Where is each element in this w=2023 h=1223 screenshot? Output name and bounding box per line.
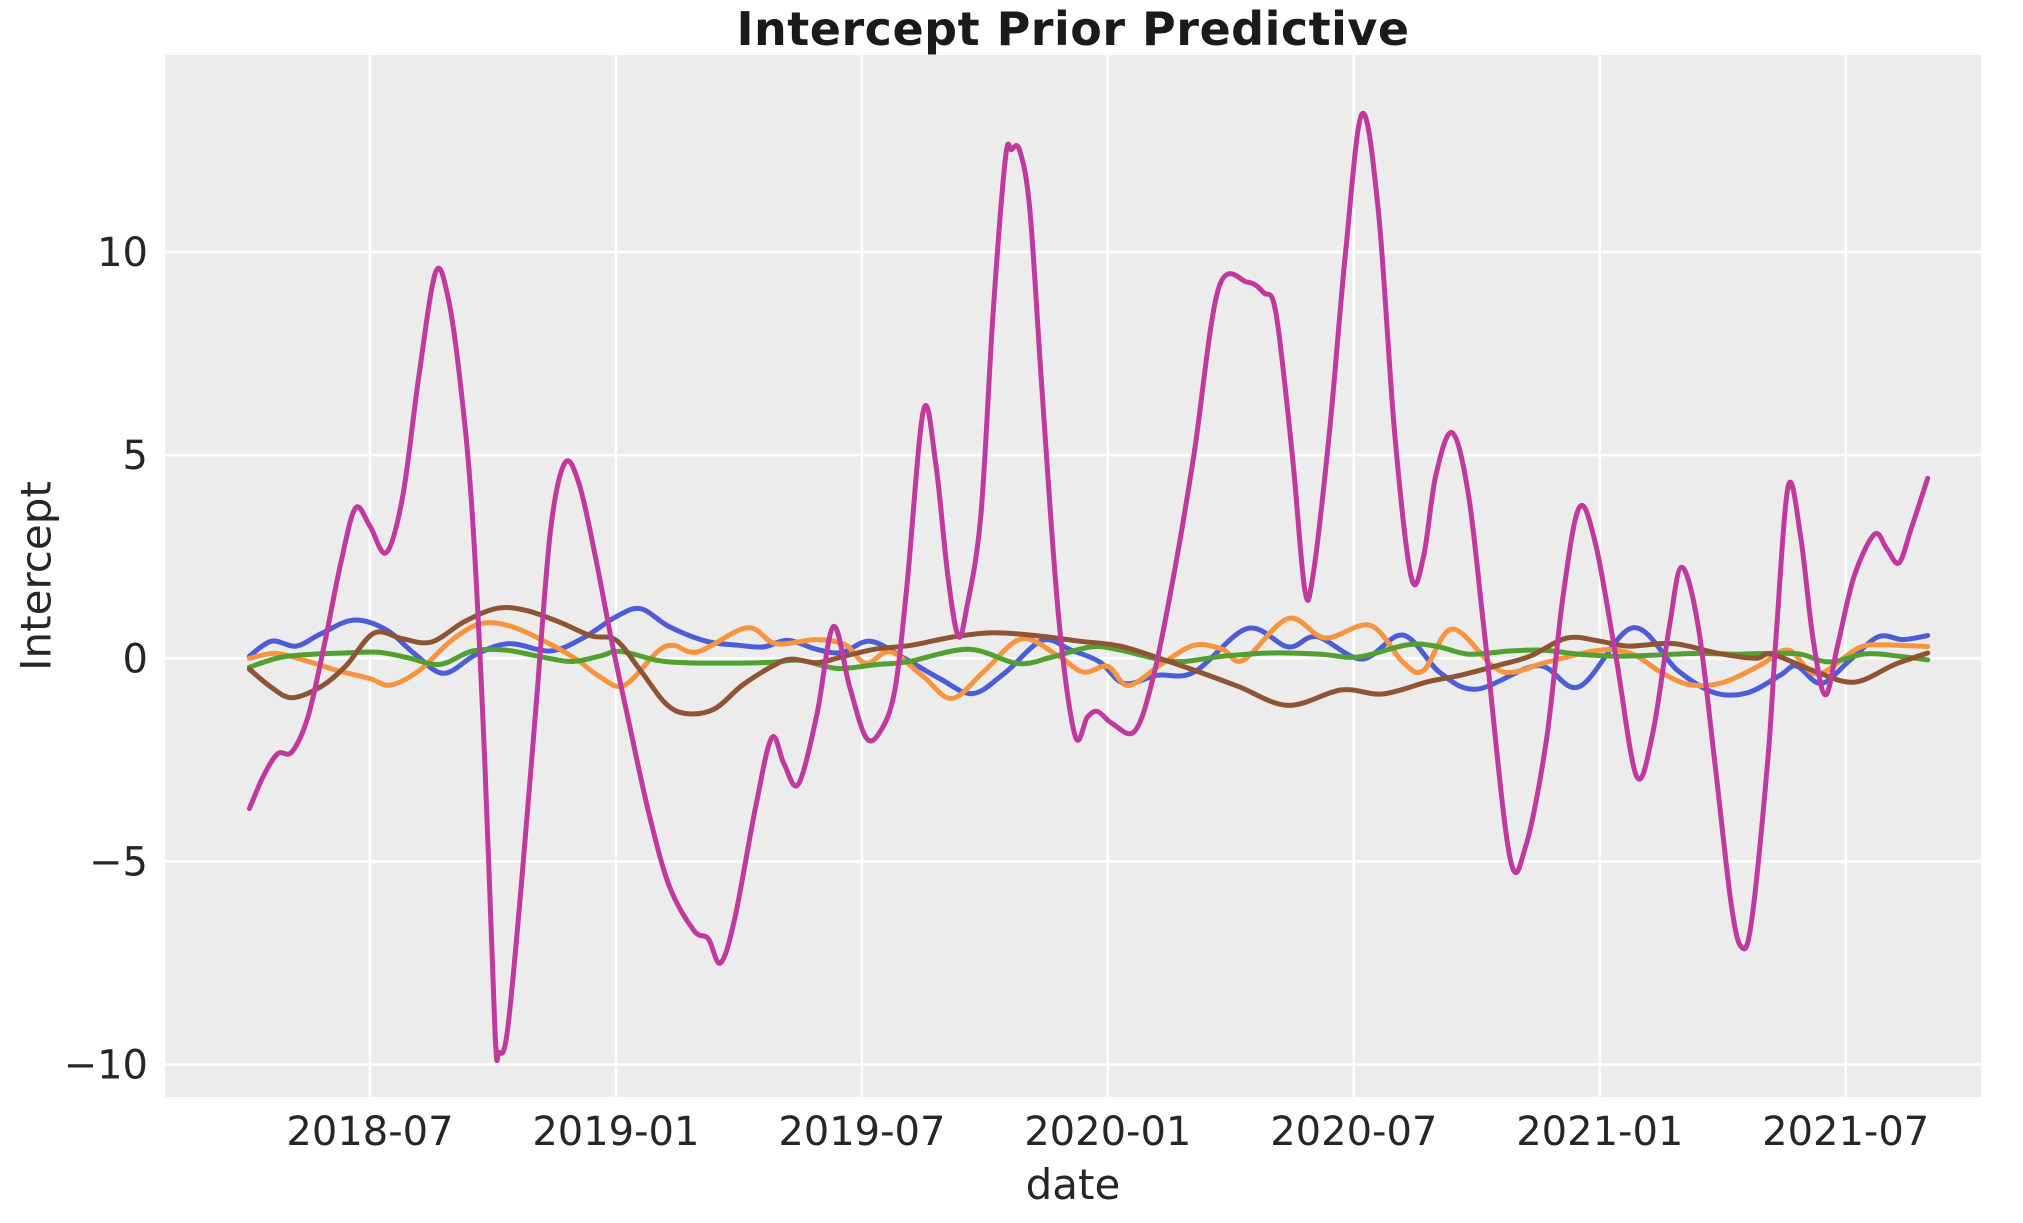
x-axis-label: date	[1025, 1160, 1121, 1209]
x-tick-label: 2019-07	[778, 1109, 945, 1155]
y-tick-label: 0	[123, 636, 148, 682]
x-tick-label: 2021-07	[1762, 1109, 1929, 1155]
line-brown	[246, 605, 1931, 717]
x-tick-label: 2018-07	[286, 1109, 453, 1155]
plot-area	[165, 55, 1981, 1097]
line-magenta	[246, 110, 1931, 1064]
y-tick-label: −10	[64, 1043, 148, 1089]
line-orange	[246, 615, 1931, 701]
x-tick-label: 2020-01	[1024, 1109, 1191, 1155]
chart-title: Intercept Prior Predictive	[736, 2, 1410, 56]
y-tick-label: −5	[89, 839, 148, 885]
y-tick-label: 5	[123, 433, 148, 479]
x-tick-label: 2020-07	[1270, 1109, 1437, 1155]
x-tick-label: 2019-01	[532, 1109, 699, 1155]
y-tick-label: 10	[97, 230, 148, 276]
line-green	[246, 641, 1931, 671]
x-tick-label: 2021-01	[1516, 1109, 1683, 1155]
